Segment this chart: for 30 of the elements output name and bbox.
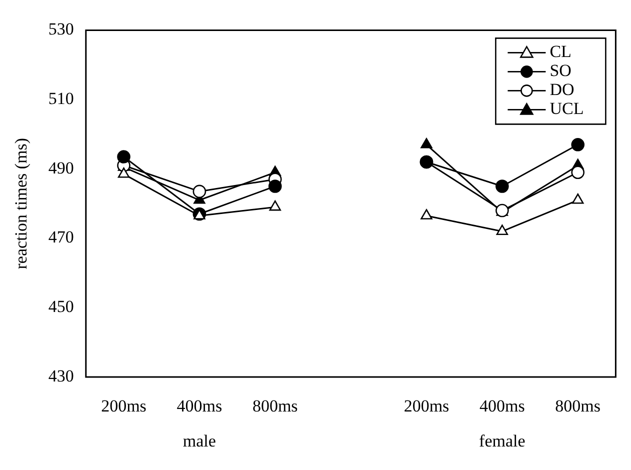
point [268,180,282,193]
x-tick-label: 400ms [176,396,222,416]
point [572,193,584,204]
y-axis-title: reaction times (ms) [12,138,31,270]
point [118,167,130,178]
legend-label: CL [550,42,572,62]
text: female [479,431,526,450]
point [571,166,585,180]
point [496,180,509,193]
x-tick-label: 200ms [404,396,450,416]
y-tick-label: 430 [48,366,74,386]
legend-label: DO [550,80,574,100]
y-tick-label: 530 [48,20,74,39]
x-tick-label: 200ms [101,396,146,416]
point [571,138,585,152]
legend-label: SO [550,61,572,80]
point [117,150,130,164]
x-tick-label: 800ms [252,396,298,416]
x-tick-label: 800ms [555,396,601,416]
point [269,200,281,211]
point [192,184,206,198]
y-tick-label: 450 [48,297,74,316]
y-tick-label: 490 [48,158,74,178]
text: male [182,431,216,450]
point [420,209,432,220]
legend-label: UCL [550,99,584,118]
y-tick-label: 470 [48,228,74,247]
point [496,224,508,235]
y-tick-label: 510 [48,89,74,108]
x-tick-label: 400ms [480,396,525,416]
